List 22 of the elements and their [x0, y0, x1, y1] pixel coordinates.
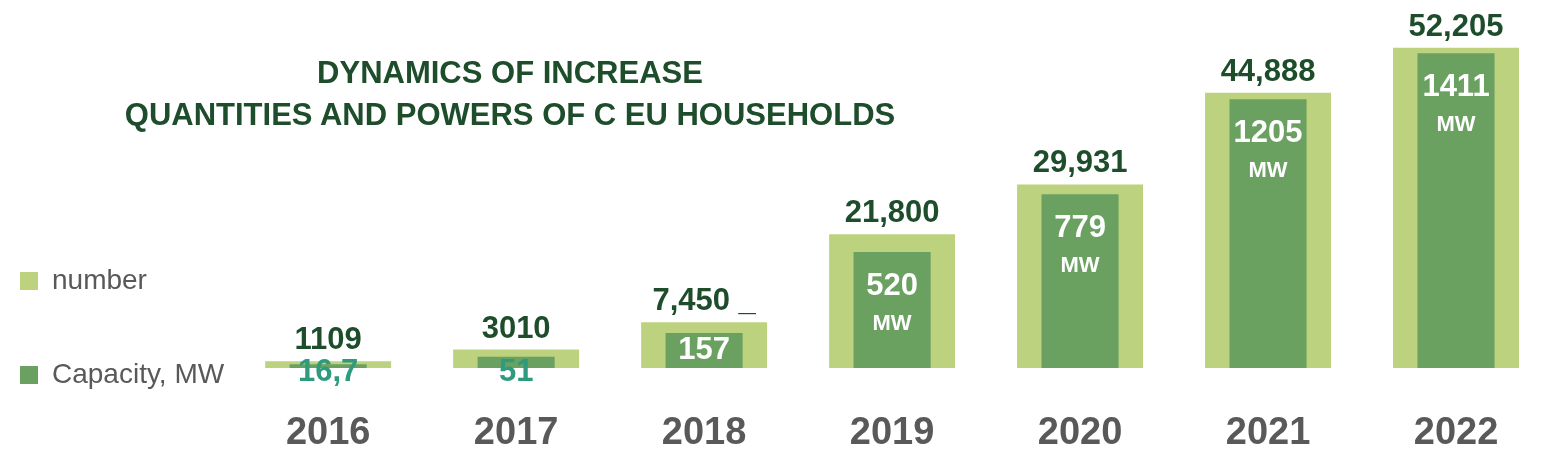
data-label: 779 MW	[1054, 208, 1106, 278]
data-label: 29,931	[1032, 144, 1128, 180]
text: DYNAMICS OF INCREASE QUANTITIES AND POWERS OF C EU HOUSEHOLDS	[123, 54, 897, 134]
x-tick-label: 2018	[661, 410, 747, 452]
data-label: 157	[678, 331, 730, 367]
data-label: 1205 MW	[1233, 113, 1303, 183]
x-tick-label: 2022	[1413, 410, 1499, 452]
x-tick-label: 2017	[473, 410, 559, 452]
legend-label: Capacity, MW	[52, 357, 225, 389]
data-label: 7,450 _	[652, 282, 757, 318]
x-tick-label: 2019	[849, 410, 935, 452]
data-label: 52,205	[1408, 7, 1504, 43]
legend-label: number	[52, 263, 147, 295]
data-label: 1411 MW	[1422, 67, 1490, 137]
data-label: 21,800	[844, 194, 940, 230]
x-tick-label: 2021	[1225, 410, 1311, 452]
x-tick-label: 2016	[285, 410, 371, 452]
data-label: 1109	[294, 321, 362, 357]
data-label: 520 MW	[866, 266, 918, 336]
data-label: 44,888	[1220, 52, 1316, 88]
x-tick-label: 2020	[1037, 410, 1123, 452]
data-label: 3010	[481, 309, 551, 345]
